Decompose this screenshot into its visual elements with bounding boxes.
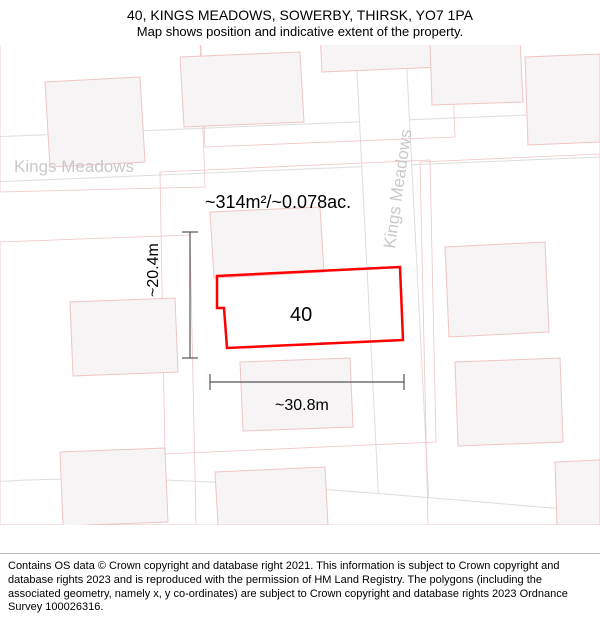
building-outline	[45, 77, 145, 167]
building-outline	[555, 460, 600, 525]
building-outline	[445, 242, 549, 337]
copyright-text: Contains OS data © Crown copyright and d…	[8, 560, 592, 615]
building-outline	[525, 54, 600, 145]
building-outline	[60, 448, 168, 525]
header: 40, KINGS MEADOWS, SOWERBY, THIRSK, YO7 …	[0, 0, 600, 45]
building-outline	[455, 358, 563, 446]
map-container: Kings MeadowsKings Meadows ~314m²/~0.078…	[0, 42, 600, 525]
page-subtitle: Map shows position and indicative extent…	[10, 24, 590, 41]
width-dimension-label: ~30.8m	[275, 397, 329, 415]
building-outline	[320, 42, 442, 72]
page-title: 40, KINGS MEADOWS, SOWERBY, THIRSK, YO7 …	[10, 6, 590, 24]
street-name-label: Kings Meadows	[14, 157, 134, 177]
building-outline	[210, 207, 324, 278]
map-svg	[0, 42, 600, 525]
building-outline	[180, 52, 304, 127]
road	[355, 42, 430, 525]
area-label: ~314m²/~0.078ac.	[205, 192, 351, 213]
plot-number-label: 40	[290, 304, 312, 327]
height-dimension-label: ~20.4m	[145, 243, 163, 297]
building-outline	[215, 467, 328, 525]
building-outline	[240, 358, 353, 431]
footer: Contains OS data © Crown copyright and d…	[0, 553, 600, 625]
building-outline	[430, 42, 523, 105]
building-outline	[70, 298, 178, 376]
